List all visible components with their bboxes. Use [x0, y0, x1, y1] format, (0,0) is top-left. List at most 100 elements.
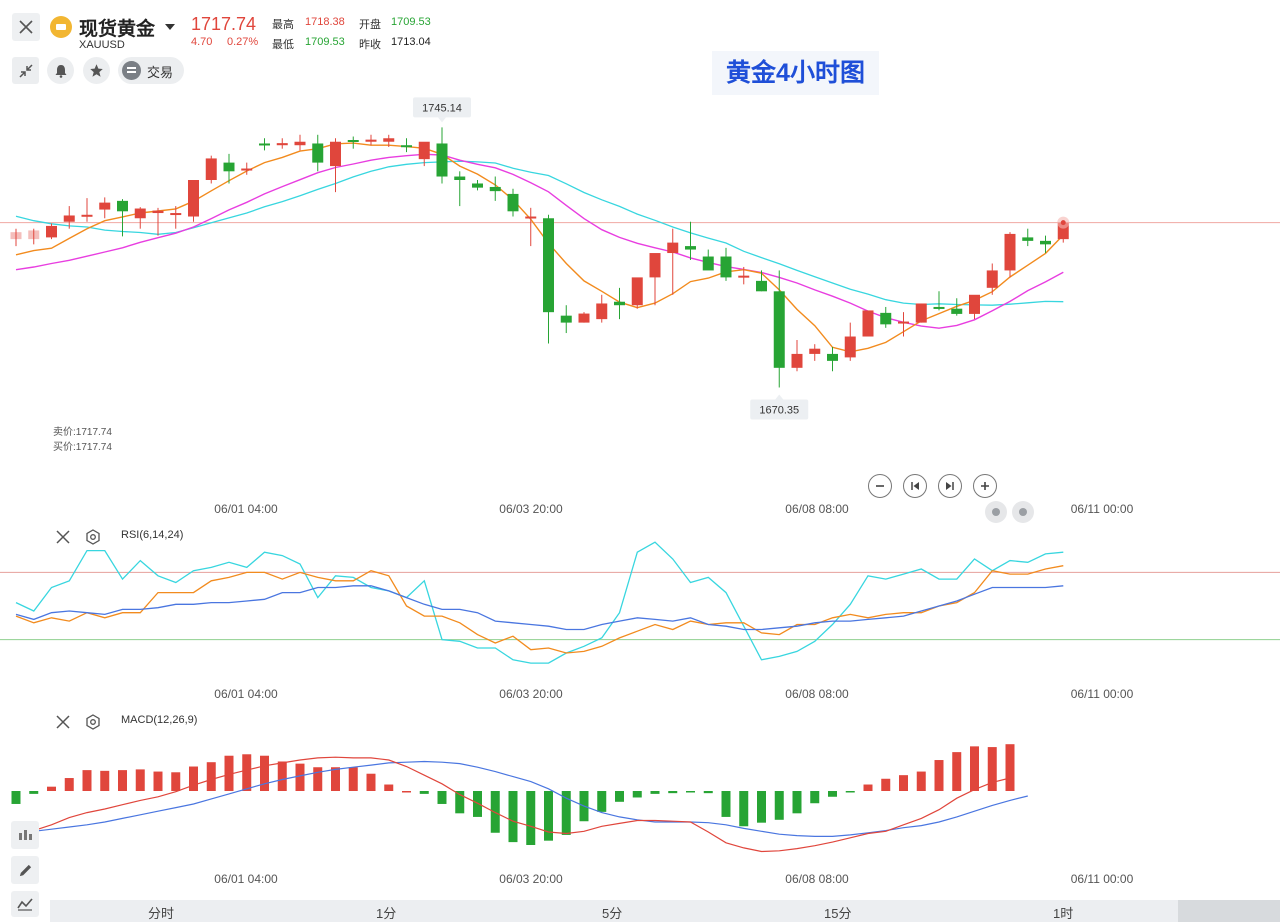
macd-histogram-bar: [490, 791, 500, 833]
macd-histogram-bar: [384, 784, 394, 791]
chevron-down-icon[interactable]: [165, 24, 175, 30]
candle-body: [809, 348, 821, 354]
macd-histogram-bar: [845, 791, 855, 793]
candle-body: [312, 143, 324, 163]
macd-histogram-bar: [899, 775, 908, 791]
macd-histogram-bar: [916, 771, 926, 791]
macd-settings-gear-icon[interactable]: [85, 714, 101, 730]
low-marker-label: 1670.35: [759, 404, 799, 416]
candle-body: [649, 253, 661, 278]
macd-histogram-bar: [987, 747, 997, 791]
macd-histogram-bar: [952, 752, 962, 791]
candle-body: [205, 158, 217, 180]
period-tab-15m[interactable]: 15分: [824, 906, 852, 921]
macd-histogram-bar: [970, 746, 979, 791]
x-tick-label: 06/11 00:00: [1071, 502, 1134, 516]
trade-button[interactable]: 交易: [118, 57, 184, 84]
pencil-icon: [19, 864, 31, 876]
zoom-in-button[interactable]: [973, 474, 997, 498]
gold-coin-icon: [50, 16, 72, 38]
ma-mid-line: [15, 153, 1064, 329]
last-price-dot: [1060, 220, 1066, 226]
candle-body: [915, 303, 927, 323]
candle-body: [951, 308, 963, 314]
macd-histogram-bar: [47, 786, 56, 791]
line-chart-button[interactable]: [11, 891, 39, 917]
x-tick-label: 06/03 20:00: [499, 502, 563, 516]
prev-close-value: 1713.04: [391, 36, 431, 48]
star-icon: [90, 64, 103, 77]
minus-icon: [876, 485, 884, 487]
period-tab-tick[interactable]: 分时: [148, 906, 175, 921]
draw-tool-button[interactable]: [11, 856, 39, 884]
candle-body: [791, 353, 803, 368]
open-label: 开盘: [359, 19, 381, 31]
close-rsi-icon[interactable]: [55, 529, 71, 545]
macd-histogram-bar: [544, 791, 553, 841]
candle-body: [543, 218, 554, 313]
candle-body: [436, 143, 448, 177]
x-tick-label: 06/01 04:00: [214, 502, 278, 516]
macd-histogram-bar: [437, 791, 447, 804]
macd-histogram-bar: [224, 755, 234, 791]
macd-histogram-bar: [295, 763, 305, 791]
indicator-chart-button[interactable]: [11, 821, 39, 849]
macd-histogram-bar: [739, 791, 749, 827]
scroll-handle-left[interactable]: [985, 501, 1007, 523]
close-macd-icon[interactable]: [55, 714, 71, 730]
candle-body: [347, 140, 359, 142]
close-button[interactable]: [12, 13, 40, 41]
candle-body: [241, 168, 253, 171]
symbol-name[interactable]: 现货黄金: [79, 19, 156, 40]
scroll-handle-right[interactable]: [1012, 501, 1034, 523]
trade-icon: [122, 61, 141, 80]
period-bar: [50, 900, 1178, 922]
rsi-indicator-label: RSI(6,14,24): [121, 529, 184, 541]
jump-end-button[interactable]: [938, 474, 962, 498]
candle-body: [773, 291, 785, 368]
chart-canvas[interactable]: 1745.14 1670.35 06/01 04:00 06/03 20:00 06/0…: [0, 0, 1280, 900]
alert-button[interactable]: [47, 57, 74, 84]
period-tab-5m[interactable]: 5分: [602, 906, 623, 921]
macd-histogram-bar: [153, 771, 163, 791]
low-marker-box: [750, 399, 809, 420]
macd-histogram-bar: [100, 770, 110, 791]
shrink-button[interactable]: [12, 57, 39, 84]
macd-histogram-bar: [792, 791, 802, 814]
low-value: 1709.53: [305, 36, 345, 48]
candle-body: [81, 214, 93, 217]
candle-body: [259, 143, 270, 146]
candle-body: [170, 213, 182, 216]
candle-body: [880, 312, 892, 325]
candle-body: [1057, 222, 1069, 240]
macd-histogram-bar: [757, 791, 766, 823]
candle-body: [418, 141, 430, 160]
x-tick-label: 06/08 08:00: [785, 872, 849, 886]
trend-line-icon: [17, 898, 33, 911]
period-tab-1m[interactable]: 1分: [376, 906, 397, 921]
macd-histogram-bar: [331, 767, 340, 791]
candle-body: [525, 216, 537, 219]
bell-icon: [55, 64, 66, 78]
macd-histogram-bar: [419, 791, 429, 794]
macd-histogram-bar: [1005, 744, 1015, 791]
candle-body: [614, 301, 625, 306]
x-tick-label: 06/01 04:00: [214, 687, 278, 701]
high-marker-label: 1745.14: [422, 102, 462, 114]
candle-body: [152, 210, 164, 214]
candle-body: [1040, 240, 1051, 245]
macd-histogram-bar: [650, 791, 660, 794]
candle-body: [862, 310, 874, 337]
macd-histogram-bar: [29, 791, 39, 794]
macd-histogram-bar: [189, 766, 198, 791]
rsi-settings-gear-icon[interactable]: [85, 529, 101, 545]
zoom-out-button[interactable]: [868, 474, 892, 498]
period-tab-1h[interactable]: 1时: [1053, 906, 1074, 921]
macd-histogram-bar: [206, 762, 216, 791]
favorite-button[interactable]: [83, 57, 110, 84]
jump-start-button[interactable]: [903, 474, 927, 498]
macd-histogram-bar: [774, 791, 784, 820]
candle-body: [28, 230, 40, 240]
macd-histogram-bar: [455, 791, 465, 814]
candle-body: [933, 306, 945, 309]
